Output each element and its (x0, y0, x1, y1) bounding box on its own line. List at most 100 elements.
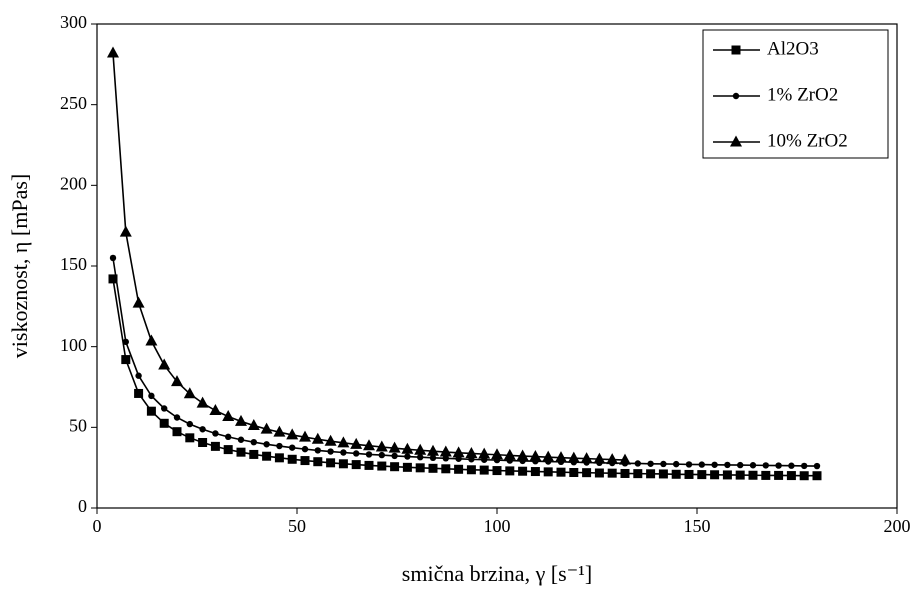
marker (262, 451, 272, 461)
legend-marker (730, 135, 742, 147)
marker (199, 426, 206, 433)
marker (247, 419, 260, 431)
marker (209, 404, 222, 416)
marker (556, 467, 566, 477)
marker (429, 454, 437, 462)
marker (340, 449, 347, 456)
marker (735, 470, 745, 480)
marker (391, 452, 398, 460)
x-tick-label: 100 (484, 516, 511, 536)
marker (350, 437, 363, 449)
marker (530, 467, 540, 477)
marker (658, 469, 668, 479)
marker (414, 443, 427, 455)
y-tick-label: 200 (60, 173, 87, 193)
marker (427, 444, 439, 456)
marker (148, 392, 155, 400)
marker (748, 470, 758, 480)
marker (172, 427, 182, 437)
marker (647, 460, 654, 467)
marker (249, 449, 259, 459)
marker (313, 457, 323, 467)
marker (788, 462, 795, 469)
marker (223, 445, 233, 455)
marker (543, 467, 553, 477)
marker (542, 450, 555, 462)
marker (813, 462, 821, 470)
series-line (112, 257, 818, 467)
marker (196, 396, 209, 408)
marker (377, 461, 387, 471)
marker (582, 468, 592, 478)
marker (606, 453, 619, 465)
x-axis-label: smična brzina, γ [s⁻¹] (402, 561, 592, 586)
marker (452, 446, 465, 458)
y-axis-label: viskoznost, η [mPas] (7, 174, 32, 358)
marker (529, 450, 542, 462)
marker (134, 388, 144, 398)
legend-label: 1% ZrO2 (767, 84, 838, 105)
marker (722, 470, 732, 480)
marker (183, 387, 196, 399)
marker (567, 451, 580, 463)
marker (301, 445, 309, 453)
marker (107, 46, 119, 58)
y-tick-label: 100 (60, 335, 87, 355)
x-tick-label: 200 (884, 516, 911, 536)
marker (235, 414, 247, 426)
marker (161, 405, 168, 412)
marker (363, 439, 375, 451)
marker (428, 463, 438, 473)
marker (390, 462, 400, 472)
marker (109, 254, 117, 262)
marker (212, 430, 219, 437)
marker (620, 468, 630, 478)
marker (633, 469, 643, 479)
marker (619, 453, 631, 465)
marker (263, 441, 270, 448)
marker (222, 410, 235, 422)
marker (671, 469, 681, 479)
legend-marker (731, 45, 741, 55)
marker (673, 460, 680, 468)
marker (465, 446, 478, 458)
marker (145, 334, 158, 346)
marker (121, 355, 131, 365)
marker (311, 432, 324, 444)
marker (724, 461, 731, 469)
marker (365, 451, 373, 458)
marker (274, 453, 284, 463)
marker (198, 437, 208, 447)
marker (402, 462, 412, 472)
marker (286, 428, 299, 440)
marker (326, 458, 336, 468)
marker (185, 433, 195, 443)
marker (236, 447, 246, 457)
marker (324, 434, 337, 446)
x-tick-label: 150 (684, 516, 711, 536)
marker (338, 459, 348, 469)
marker (225, 433, 232, 441)
marker (697, 470, 707, 480)
marker (555, 451, 567, 463)
marker (289, 444, 296, 451)
marker (327, 448, 334, 455)
marker (122, 338, 129, 346)
marker (135, 372, 142, 379)
marker (685, 461, 693, 468)
marker (503, 448, 516, 460)
marker (351, 460, 361, 470)
marker (439, 445, 452, 457)
legend-marker (732, 92, 740, 100)
marker (660, 460, 667, 468)
marker (812, 471, 822, 481)
y-tick-label: 300 (60, 12, 87, 32)
marker (378, 451, 385, 459)
marker (710, 470, 720, 480)
marker (749, 462, 757, 469)
marker (516, 449, 529, 461)
marker (186, 420, 193, 428)
marker (492, 466, 502, 476)
marker (300, 456, 310, 466)
